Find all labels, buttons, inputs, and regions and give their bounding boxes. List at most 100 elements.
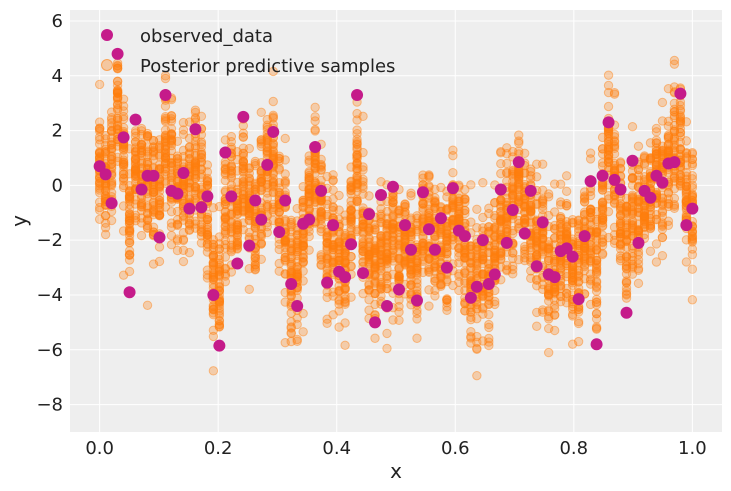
posterior-sample-point: [645, 246, 656, 256]
posterior-sample-point: [202, 215, 213, 225]
observed-data-point: [207, 288, 220, 301]
posterior-sample-point: [106, 154, 117, 164]
posterior-sample-point: [358, 111, 368, 122]
posterior-sample-point: [160, 176, 171, 186]
posterior-sample-point: [106, 143, 117, 154]
posterior-sample-point: [430, 291, 440, 301]
posterior-sample-point: [208, 257, 219, 268]
posterior-sample-point: [148, 187, 159, 197]
posterior-sample-point: [190, 182, 201, 192]
posterior-sample-point: [130, 163, 141, 173]
posterior-sample-point: [202, 173, 213, 184]
posterior-sample-point: [124, 235, 135, 246]
observed-data-point: [458, 230, 471, 243]
posterior-sample-point: [400, 202, 410, 212]
posterior-sample-point: [154, 195, 165, 205]
posterior-sample-point: [100, 148, 111, 159]
posterior-sample-point: [220, 263, 231, 273]
observed-data-point: [153, 231, 166, 244]
posterior-sample-point: [124, 191, 135, 201]
posterior-sample-point: [94, 117, 105, 127]
posterior-sample-point: [346, 251, 356, 262]
posterior-sample-point: [154, 180, 165, 191]
posterior-sample-point: [124, 204, 135, 214]
x-tick-labels: 0.0 0.2 0.4 0.6 0.8 1.0: [85, 438, 706, 459]
posterior-sample-point: [106, 137, 117, 147]
posterior-sample-point: [160, 157, 171, 167]
observed-data-point: [386, 180, 399, 193]
posterior-sample-point: [220, 239, 231, 250]
posterior-sample-point: [466, 180, 476, 190]
posterior-sample-point: [214, 300, 225, 310]
posterior-sample-point: [124, 144, 135, 154]
posterior-sample-point: [154, 150, 165, 160]
posterior-sample-point: [136, 147, 147, 158]
posterior-sample-point: [124, 238, 135, 248]
x-tick-label: 0.8: [559, 438, 588, 459]
posterior-sample-point: [160, 148, 171, 158]
posterior-sample-point: [94, 205, 105, 215]
posterior-sample-point: [136, 139, 147, 150]
posterior-sample-point: [160, 111, 171, 122]
posterior-sample-point: [508, 247, 518, 258]
observed-data-point: [315, 184, 328, 197]
posterior-sample-point: [178, 181, 189, 191]
posterior-sample-point: [208, 331, 219, 342]
posterior-sample-point: [196, 226, 207, 237]
posterior-sample-point: [543, 192, 554, 202]
posterior-sample-point: [118, 166, 129, 176]
posterior-sample-point: [573, 304, 584, 315]
posterior-sample-point: [106, 139, 117, 150]
y-tick-label: −6: [36, 340, 63, 361]
posterior-sample-point: [202, 232, 213, 243]
posterior-sample-point: [124, 180, 135, 191]
posterior-sample-point: [687, 235, 698, 246]
observed-data-point: [686, 202, 699, 215]
posterior-sample-point: [627, 122, 638, 132]
posterior-sample-point: [208, 252, 219, 262]
posterior-sample-point: [100, 210, 111, 221]
posterior-sample-point: [196, 156, 207, 167]
posterior-sample-point: [154, 182, 165, 192]
posterior-sample-point: [106, 133, 117, 143]
observed-data-point: [566, 250, 579, 263]
y-tick-label: −4: [36, 285, 63, 306]
posterior-sample-point: [226, 131, 237, 142]
posterior-sample-point: [118, 180, 129, 191]
posterior-sample-point: [370, 333, 380, 343]
posterior-sample-point: [130, 156, 141, 166]
posterior-sample-point: [142, 223, 153, 233]
posterior-sample-point: [178, 256, 189, 267]
posterior-sample-point: [148, 146, 159, 157]
posterior-sample-point: [136, 157, 147, 167]
posterior-sample-point: [136, 230, 147, 241]
posterior-sample-point: [663, 216, 674, 226]
posterior-sample-point: [166, 129, 177, 139]
posterior-sample-point: [100, 130, 111, 141]
posterior-sample-point: [130, 166, 141, 177]
posterior-sample-point: [292, 336, 302, 346]
observed-data-point: [369, 316, 382, 329]
posterior-sample-point: [196, 157, 207, 167]
posterior-sample-point: [208, 203, 219, 213]
posterior-sample-point: [160, 169, 171, 180]
posterior-sample-point: [202, 239, 213, 249]
posterior-sample-point: [172, 236, 183, 246]
posterior-sample-point: [112, 88, 123, 98]
posterior-sample-point: [190, 195, 201, 206]
posterior-sample-point: [94, 181, 105, 191]
posterior-sample-point: [130, 150, 141, 161]
posterior-sample-point: [346, 292, 356, 302]
posterior-sample-point: [160, 144, 171, 155]
observed-data-point: [422, 223, 435, 236]
posterior-sample-point: [148, 222, 159, 232]
posterior-sample-point: [196, 222, 207, 232]
posterior-sample-point: [124, 250, 135, 260]
posterior-sample-point: [112, 88, 123, 98]
posterior-sample-point: [585, 154, 596, 164]
posterior-sample-point: [214, 244, 225, 255]
posterior-sample-point: [118, 201, 129, 211]
posterior-sample-point: [412, 278, 422, 288]
posterior-sample-point: [484, 309, 494, 320]
posterior-sample-point: [358, 147, 368, 158]
